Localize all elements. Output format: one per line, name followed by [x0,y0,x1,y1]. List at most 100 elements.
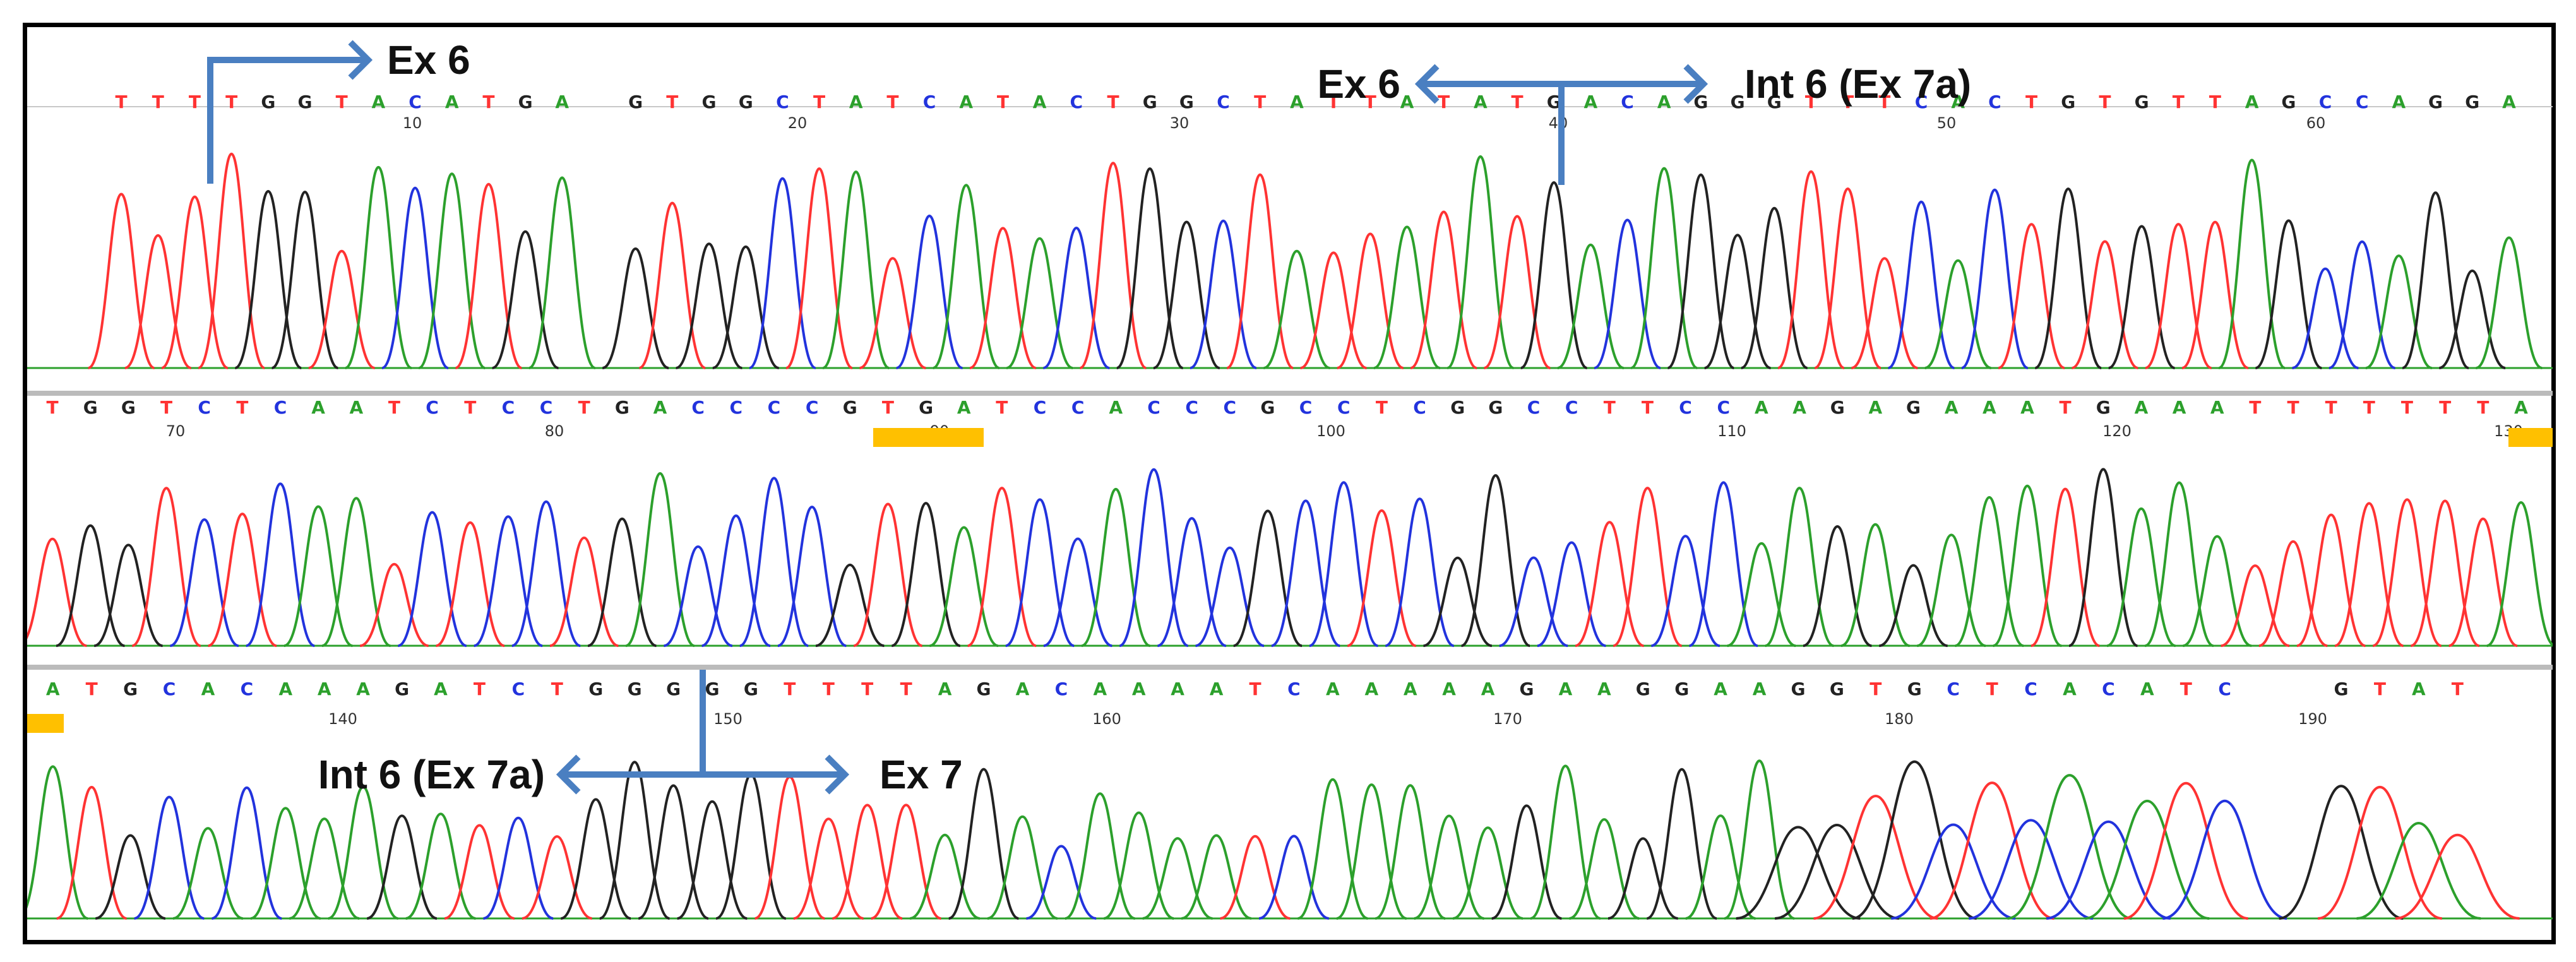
position-tick-label: 30 [1170,114,1190,132]
peak-A [1064,792,1136,920]
base-call-G: G [2428,92,2443,112]
peak-A [1568,818,1640,920]
base-call-T: T [2401,397,2413,418]
peak-C [2292,267,2359,369]
peak-C [1688,481,1758,647]
peak-T [208,513,277,647]
base-call-A: A [2140,679,2154,699]
position-tick-label: 100 [1316,422,1345,440]
base-call-C: C [1413,397,1426,418]
base-call-A: A [2502,92,2516,112]
base-call-T: T [47,397,59,418]
peak-A [933,184,1000,369]
peak-G [366,814,438,920]
peak-C [1157,517,1227,647]
base-call-A: A [372,92,386,112]
peak-T [2372,498,2442,647]
base-call-A: A [278,679,292,699]
peak-T [87,193,155,369]
base-call-C: C [163,679,176,699]
base-call-A: A [1755,397,1768,418]
peak-T [832,804,903,920]
base-call-C: C [776,92,789,112]
base-call-T: T [2209,92,2221,112]
base-call-G: G [1636,679,1650,699]
base-call-G: G [1906,397,1921,418]
peak-T [1929,781,2054,920]
peak-G [1153,220,1220,369]
base-call-A: A [1792,397,1806,418]
base-call-T: T [2249,397,2261,418]
peak-C [1969,819,2094,920]
base-call-G: G [2334,679,2349,699]
peak-G [638,784,709,920]
base-call-A: A [938,679,952,699]
peak-C [1190,219,1257,369]
base-call-T: T [1878,92,1890,112]
peak-A [418,172,486,369]
position-tick-label: 10 [403,114,422,132]
base-call-A: A [2020,397,2034,418]
base-call-G: G [705,679,720,699]
peak-G [1646,768,1717,920]
peak-T [1337,232,1404,369]
peak-T [1300,251,1368,369]
base-call-C: C [1217,92,1230,112]
base-call-C: C [730,397,743,418]
base-call-G: G [1830,679,1844,699]
peak-G [2255,219,2322,369]
peak-A [1297,778,1368,920]
arrow-head-right [348,40,373,80]
base-call-G: G [843,397,857,418]
peak-C [1650,535,1720,647]
peak-G [1736,826,1861,920]
position-tick-label: 20 [788,114,808,132]
base-call-A: A [1033,92,1047,112]
base-call-T: T [882,397,894,418]
base-call-C: C [1034,397,1047,418]
base-call-A: A [349,397,363,418]
peak-C [1887,200,1955,369]
peak-T [2296,513,2366,647]
base-call-A: A [318,679,331,699]
base-call-G: G [1731,92,1745,112]
peak-A [1263,249,1330,369]
peak-A [625,472,695,647]
peak-A [328,785,399,920]
base-call-C: C [241,679,254,699]
peak-C [1042,227,1110,369]
peak-T [859,257,926,369]
base-call-T: T [2287,397,2299,418]
peak-C [1891,823,2016,920]
base-call-G: G [744,679,758,699]
peak-C [1043,537,1112,647]
base-call-C: C [1337,397,1351,418]
base-call-A: A [1753,679,1767,699]
peak-C [1499,556,1568,647]
peak-C [1258,834,1330,920]
peak-G [1607,837,1679,920]
base-call-T: T [464,397,476,418]
annotation-label-int6: Int 6 (Ex 7a) [1744,61,1971,107]
base-call-A: A [1474,92,1488,112]
base-call-A: A [2210,397,2224,418]
base-call-T: T [225,92,237,112]
base-call-C: C [2102,679,2115,699]
base-call-T: T [2180,679,2192,699]
base-call-A: A [653,397,667,418]
peak-T [1220,834,1291,920]
peak-T [1851,257,1918,369]
base-call-T: T [551,679,563,699]
peak-G [2034,187,2102,369]
base-call-G: G [121,397,136,418]
base-call-A: A [1326,679,1340,699]
peak-T [198,152,265,369]
base-call-G: G [1767,92,1782,112]
base-call-A: A [356,679,370,699]
peak-A [1993,484,2062,647]
peak-A [172,827,244,920]
peak-C [246,482,315,647]
peak-G [815,563,885,647]
arrow-head-right [1683,64,1708,104]
base-call-G: G [1791,679,1806,699]
